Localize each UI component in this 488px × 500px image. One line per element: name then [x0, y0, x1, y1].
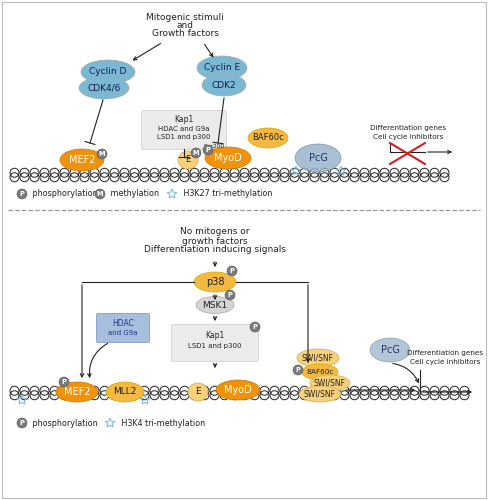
Text: LSD1 and p300: LSD1 and p300 — [157, 134, 211, 140]
Text: E: E — [195, 388, 201, 396]
Text: LSD1 and p300: LSD1 and p300 — [188, 343, 242, 349]
Circle shape — [250, 322, 260, 332]
Text: P: P — [229, 268, 234, 274]
Text: P: P — [20, 191, 24, 197]
FancyBboxPatch shape — [171, 324, 259, 362]
Text: M: M — [193, 150, 199, 156]
Ellipse shape — [178, 151, 198, 169]
Ellipse shape — [302, 364, 338, 380]
Text: phosphorylation: phosphorylation — [30, 418, 98, 428]
Ellipse shape — [188, 383, 208, 401]
Text: MSK1: MSK1 — [203, 300, 227, 310]
Text: Cell cycle inhibitors: Cell cycle inhibitors — [410, 359, 480, 365]
Text: Cyclin D: Cyclin D — [89, 68, 127, 76]
Ellipse shape — [205, 147, 251, 169]
Ellipse shape — [106, 382, 144, 402]
Text: P: P — [20, 420, 24, 426]
Text: Differentiation genes: Differentiation genes — [370, 125, 446, 131]
Text: Cyclin E: Cyclin E — [204, 64, 240, 72]
Text: P: P — [227, 292, 232, 298]
Text: MEF2: MEF2 — [64, 387, 90, 397]
Ellipse shape — [79, 77, 129, 99]
FancyBboxPatch shape — [142, 110, 226, 150]
Circle shape — [17, 189, 27, 199]
Ellipse shape — [197, 56, 247, 80]
Text: No mitogens or: No mitogens or — [180, 228, 250, 236]
Text: and G9a: and G9a — [108, 330, 138, 336]
Text: P: P — [253, 324, 258, 330]
Text: MEF2: MEF2 — [69, 155, 95, 165]
Text: BAF60c: BAF60c — [252, 134, 284, 142]
Ellipse shape — [56, 382, 98, 402]
Text: Growth factors: Growth factors — [152, 28, 219, 38]
Text: BAF60c: BAF60c — [306, 369, 334, 375]
Circle shape — [293, 365, 303, 375]
Text: MyoD: MyoD — [224, 385, 252, 395]
Ellipse shape — [216, 380, 260, 400]
Ellipse shape — [310, 375, 350, 391]
Ellipse shape — [248, 128, 288, 148]
Text: SWI/SNF: SWI/SNF — [314, 378, 346, 388]
Text: CDK4/6: CDK4/6 — [87, 84, 121, 92]
Text: PcG: PcG — [308, 153, 327, 163]
Text: P: P — [61, 379, 66, 385]
Text: Cell cycle inhibitors: Cell cycle inhibitors — [373, 134, 443, 140]
Text: HDAC and G9a: HDAC and G9a — [158, 126, 210, 132]
Ellipse shape — [299, 386, 341, 402]
Circle shape — [225, 290, 235, 300]
Ellipse shape — [196, 296, 234, 314]
Ellipse shape — [295, 144, 341, 172]
Circle shape — [203, 145, 213, 155]
Text: Differentiation genes: Differentiation genes — [407, 350, 483, 356]
Text: M: M — [97, 191, 103, 197]
Circle shape — [59, 377, 69, 387]
Text: Differentiation inducing signals: Differentiation inducing signals — [144, 246, 286, 254]
Text: H3K27 tri-methylation: H3K27 tri-methylation — [181, 190, 272, 198]
Text: P: P — [296, 367, 301, 373]
Circle shape — [97, 149, 107, 159]
Text: M: M — [99, 151, 105, 157]
Text: CDK2: CDK2 — [212, 80, 236, 90]
Text: HDAC: HDAC — [112, 320, 134, 328]
Text: Kap1: Kap1 — [174, 116, 194, 124]
Text: growth factors: growth factors — [182, 236, 248, 246]
Text: methylation: methylation — [108, 190, 159, 198]
Ellipse shape — [194, 272, 236, 292]
Text: p38: p38 — [206, 277, 224, 287]
Ellipse shape — [202, 74, 246, 96]
Text: SWI/SNF: SWI/SNF — [304, 390, 336, 398]
Ellipse shape — [370, 338, 410, 362]
Text: MyoD: MyoD — [214, 153, 242, 163]
Text: phosphorylation: phosphorylation — [30, 190, 98, 198]
Text: and: and — [177, 20, 194, 30]
Circle shape — [95, 189, 105, 199]
Text: MLL2: MLL2 — [113, 388, 137, 396]
Ellipse shape — [60, 149, 104, 171]
Text: H3K4 tri-methylation: H3K4 tri-methylation — [119, 418, 205, 428]
Circle shape — [17, 418, 27, 428]
Text: SWI/SNF: SWI/SNF — [302, 354, 334, 362]
Circle shape — [227, 266, 237, 276]
Ellipse shape — [81, 60, 135, 84]
FancyBboxPatch shape — [97, 314, 149, 342]
Text: Kap1: Kap1 — [205, 332, 224, 340]
Text: PcG: PcG — [381, 345, 400, 355]
Ellipse shape — [297, 349, 339, 367]
Text: P: P — [205, 147, 210, 153]
Circle shape — [191, 148, 201, 158]
Text: Ser200: Ser200 — [203, 144, 224, 150]
Text: Mitogenic stimuli: Mitogenic stimuli — [146, 12, 224, 22]
Text: E: E — [185, 156, 191, 164]
